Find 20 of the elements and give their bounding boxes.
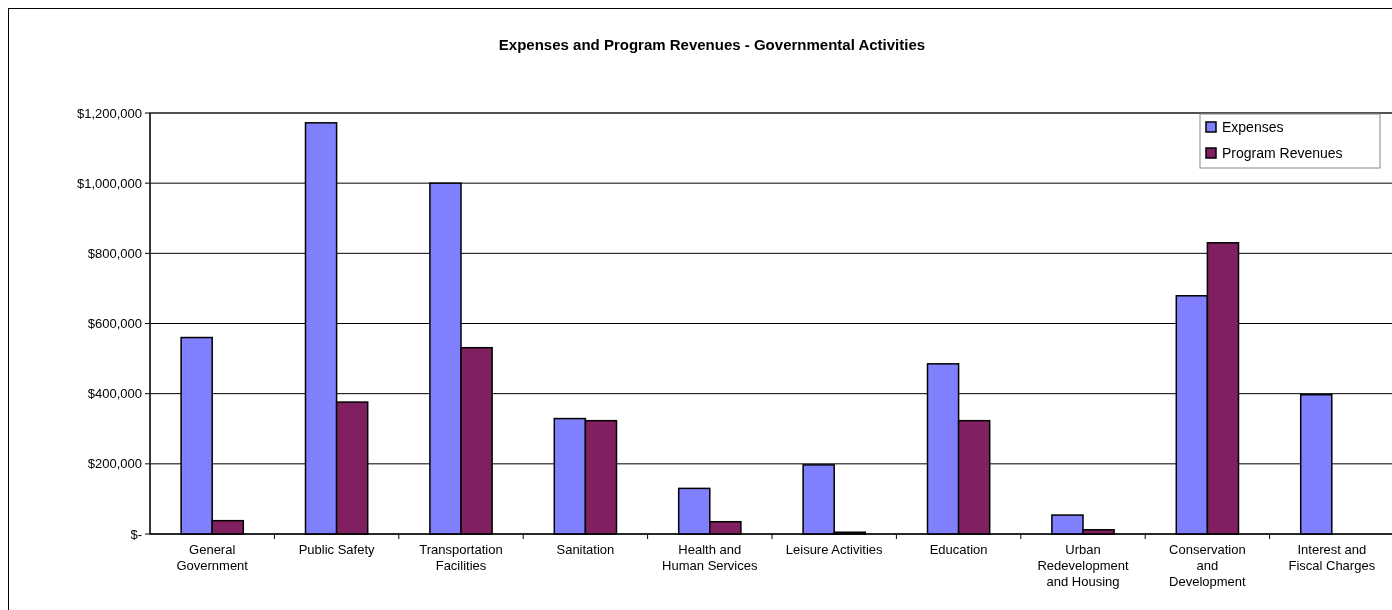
x-tick-label: Transportation Facilities	[419, 542, 503, 573]
y-tick-label: $1,200,000	[76, 105, 142, 121]
legend-label: Program Revenues	[1222, 145, 1343, 161]
y-tick-label: $800,000	[87, 245, 142, 261]
x-tick-label: Leisure Activities	[785, 542, 884, 557]
y-tick-label: $-	[130, 526, 142, 542]
x-tick-label: Health and Human Services	[662, 542, 758, 573]
y-tick-label: $1,000,000	[76, 175, 142, 191]
legend-label: Expenses	[1222, 119, 1284, 135]
x-tick-label: Urban Redevelopment and Housing	[1037, 542, 1129, 589]
x-tick-label: Conservation and Development	[1169, 542, 1247, 589]
y-tick-label: $400,000	[87, 386, 142, 402]
chart-title: Expenses and Program Revenues - Governmental Activities	[498, 36, 926, 53]
x-tick-label: Sanitation	[556, 542, 615, 557]
x-tick-label: Education	[929, 542, 988, 557]
y-tick-label: $600,000	[87, 316, 142, 332]
x-tick-label: General Government	[176, 542, 249, 573]
x-tick-label: Interest and Fiscal Charges	[1288, 542, 1376, 573]
x-tick-label: Public Safety	[298, 542, 376, 557]
y-tick-label: $200,000	[87, 456, 142, 472]
